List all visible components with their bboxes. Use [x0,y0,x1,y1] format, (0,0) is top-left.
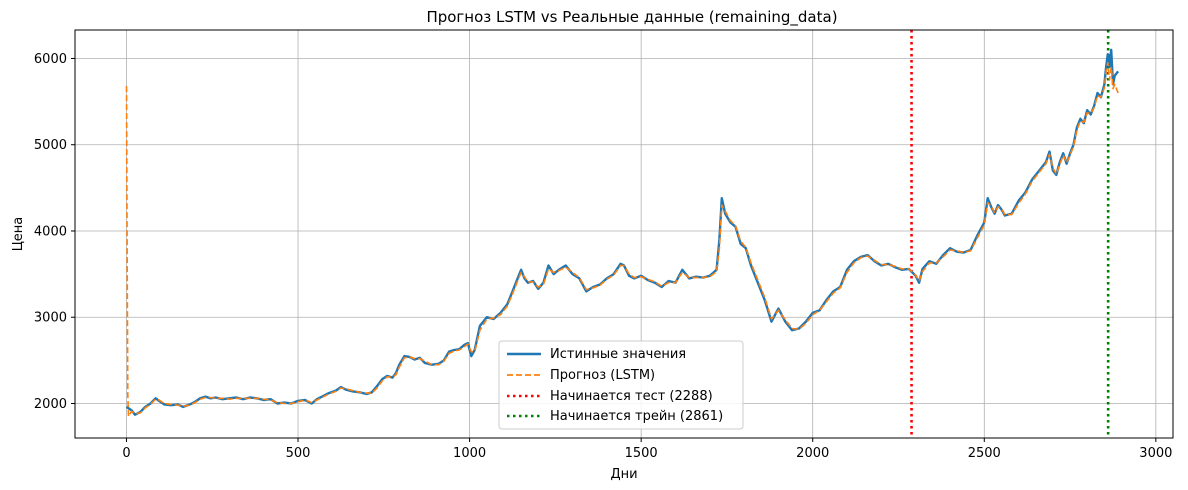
legend-label-lstm-forecast: Прогноз (LSTM) [550,368,655,383]
y-tick-label: 2000 [34,397,67,412]
lstm-forecast-line [125,62,1119,418]
y-tick-label: 4000 [34,224,67,239]
y-tick-label: 6000 [34,52,67,67]
chart-title: Прогноз LSTM vs Реальные данные (remaini… [426,8,837,27]
legend-box [498,340,744,430]
legend-label-test-start: Начинается тест (2288) [550,389,713,404]
legend: Истинные значения Прогноз (LSTM) Начинае… [498,340,744,430]
y-axis-label: Цена [11,217,26,252]
plot-area-frame [74,29,1174,439]
x-tick-label: 2500 [968,446,1001,461]
x-tick-label: 1000 [453,446,486,461]
y-tick-label: 3000 [34,311,67,326]
y-tick-label: 5000 [34,138,67,153]
x-axis-label: Дни [610,467,637,482]
x-tick-label: 1500 [625,446,658,461]
marker-lines [910,30,1110,438]
legend-label-train-start: Начинается трейн (2861) [550,409,723,424]
x-tick-label: 2000 [796,446,829,461]
x-axis-ticks: 0 500 1000 1500 2000 2500 3000 [122,438,1172,461]
x-tick-label: 500 [286,446,311,461]
grid-lines [75,30,1173,438]
x-tick-label: 0 [122,446,130,461]
series-lines [125,48,1120,418]
y-axis-ticks: 2000 3000 4000 5000 6000 [34,52,75,412]
legend-label-true-values: Истинные значения [550,347,686,362]
x-tick-label: 3000 [1139,446,1172,461]
